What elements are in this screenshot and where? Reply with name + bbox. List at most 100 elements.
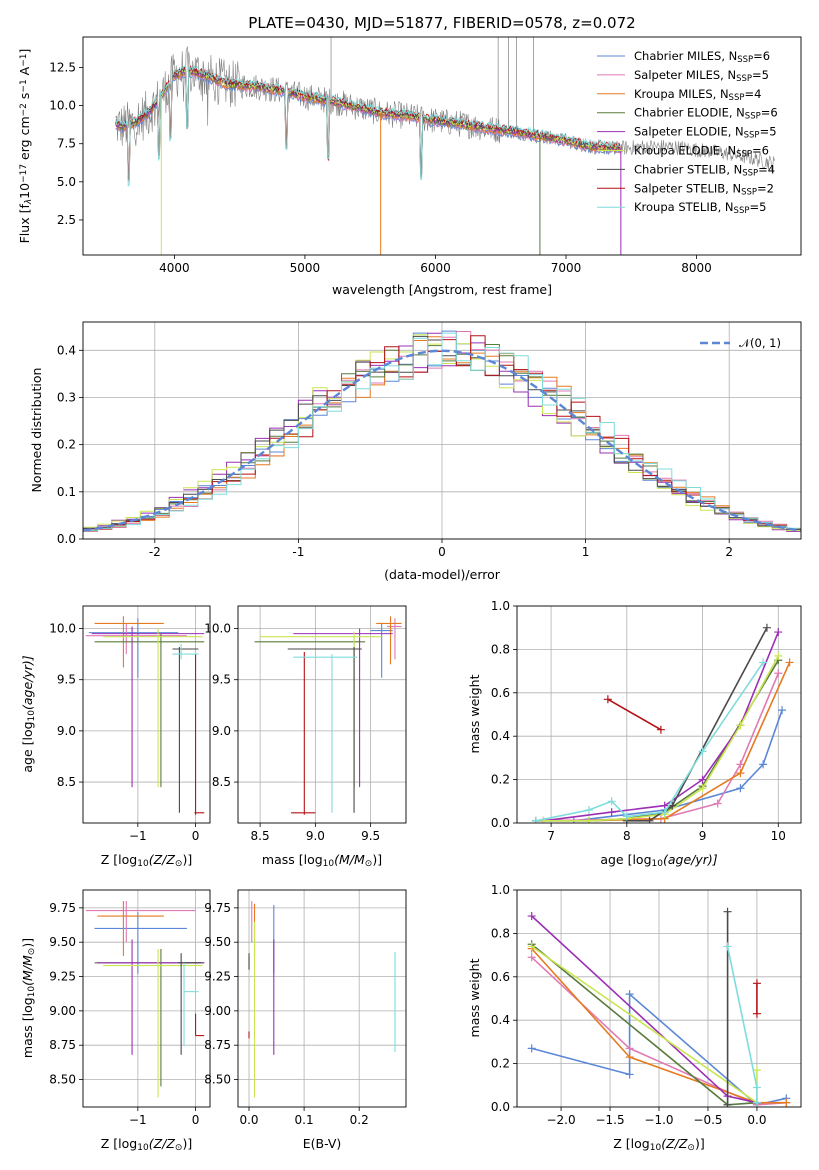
- plot-area: [517, 890, 801, 1107]
- x-tick-label: 0: [192, 829, 200, 843]
- x-tick-label: -1: [292, 545, 304, 559]
- y-axis-label: age [log10(age/yr)]: [20, 655, 37, 772]
- panel-mass-vs-extinction: 0.0 0.1 0.2 8.50 8.75 9.00 9.25 9.50 9.75 E(B-V): [204, 889, 407, 1151]
- y-tick-label: 0.2: [491, 773, 510, 787]
- series-marker-chabrier_miles: [736, 784, 745, 793]
- series-marker-kroupa_miles: [625, 1053, 634, 1062]
- series-marker-salpeter_miles: [774, 669, 783, 678]
- series-marker-kroupa_stelib: [759, 658, 768, 667]
- x-axis-label-part: age [log: [600, 852, 651, 867]
- plot-area: [517, 606, 801, 823]
- series-line-kroupa_stelib: [726, 946, 758, 1103]
- legend-label: Chabrier STELIB, NSSP=4: [634, 162, 775, 178]
- y-tick-label: 8.75: [204, 1038, 231, 1052]
- legend-label-part: SSP: [744, 131, 760, 141]
- x-tick-label: 8: [623, 829, 631, 843]
- series-marker-kroupa_stelib: [531, 816, 540, 823]
- y-axis-label-part: 10: [17, 183, 32, 199]
- y-axis-label-part: ⊙: [27, 948, 37, 956]
- y-tick-label: 0.6: [491, 686, 510, 700]
- legend-label-part: Salpeter STELIB, N: [634, 181, 741, 195]
- x-axis-label: Z [log10(Z/Z⊙)]: [101, 1136, 192, 1153]
- spectrum-model-salpeter_stelib: [115, 65, 621, 182]
- y-tick-label: 8.75: [49, 1038, 76, 1052]
- y-tick-label: 0.4: [491, 1013, 510, 1027]
- y-axis-label-part: −1: [19, 79, 29, 92]
- legend-label-part: SSP: [736, 74, 752, 84]
- x-axis-label-part: (Z/Z: [149, 852, 176, 867]
- x-axis-label: wavelength [Angstrom, rest frame]: [332, 282, 552, 297]
- gaussian-legend-label: 𝒩(0, 1): [739, 336, 781, 350]
- series-marker-kroupa_stelib: [752, 1098, 761, 1107]
- y-tick-label: 9.00: [49, 1004, 76, 1018]
- legend-label-part: Chabrier STELIB, N: [634, 162, 742, 176]
- x-axis-label-part: ⊙: [365, 859, 373, 869]
- legend-label: Salpeter STELIB, NSSP=2: [634, 181, 774, 197]
- y-tick-label: 10.0: [204, 622, 231, 636]
- legend-label-part: =6: [752, 144, 769, 158]
- x-axis-label: Z [log10(Z/Z⊙)]: [101, 852, 192, 869]
- spectrum-model-kroupa_elodie: [115, 67, 621, 178]
- legend-label-part: Chabrier ELODIE, N: [634, 106, 745, 120]
- series-marker-salpeter_miles: [736, 760, 745, 769]
- y-tick-label: 1.0: [491, 883, 510, 897]
- axes-frame: [82, 889, 211, 1108]
- legend-label: Chabrier MILES, NSSP=6: [634, 49, 770, 65]
- x-tick-label: −1: [129, 829, 147, 843]
- y-tick-label: 9.25: [204, 970, 231, 984]
- y-tick-label: 12.5: [49, 60, 76, 74]
- y-axis-label-part: 10: [27, 710, 37, 722]
- y-axis-label: mass weight: [467, 958, 482, 1037]
- x-tick-label: 8.5: [251, 829, 270, 843]
- series-marker-kroupa_stelib: [752, 1083, 761, 1092]
- x-tick-label: 2: [725, 545, 733, 559]
- series-marker-kroupa_miles: [782, 1098, 791, 1107]
- series-line-salpeter_miles: [535, 672, 780, 822]
- x-axis-label-part: (Z/Z: [661, 1136, 688, 1151]
- x-tick-label: −1.5: [595, 1113, 624, 1127]
- spectrum-model-kroupa_stelib: [115, 64, 621, 187]
- chart-title: PLATE=0430, MJD=51877, FIBERID=0578, z=0…: [248, 14, 635, 32]
- x-tick-label: 0: [438, 545, 446, 559]
- series-marker-kroupa_elodie: [584, 816, 593, 823]
- legend-label-part: =5: [752, 68, 769, 82]
- series-marker-kroupa_elodie: [752, 1066, 761, 1075]
- legend-label: Kroupa STELIB, NSSP=5: [634, 200, 766, 216]
- legend-label-part: =4: [744, 87, 761, 101]
- series-line-kroupa_elodie: [543, 655, 780, 822]
- plot-area: [238, 606, 406, 823]
- series-line-chabrier_elodie: [535, 659, 779, 822]
- x-tick-label: 0: [192, 1113, 200, 1127]
- x-axis-label-part: mass [log: [262, 852, 323, 867]
- x-axis-label-part: ⊙: [175, 1143, 183, 1153]
- series-marker-kroupa_elodie: [527, 942, 536, 951]
- x-tick-label: −1: [129, 1113, 147, 1127]
- legend-label: Chabrier ELODIE, NSSP=6: [634, 106, 778, 122]
- legend-label-part: =6: [753, 49, 770, 63]
- y-tick-label: 0.3: [57, 390, 76, 404]
- y-axis-label: mass [log10(M/M⊙)]: [20, 938, 37, 1058]
- series-marker-salpeter_elodie: [607, 808, 616, 817]
- series-marker-kroupa_miles: [785, 658, 794, 667]
- y-axis-label-part: ]: [17, 49, 32, 54]
- y-axis-label: Normed distribution: [29, 368, 44, 493]
- y-tick-label: 9.0: [57, 724, 76, 738]
- y-tick-label: 8.5: [57, 775, 76, 789]
- x-tick-label: −0.5: [693, 1113, 722, 1127]
- series-line-salpeter_stelib: [607, 698, 662, 731]
- x-axis-label-part: (age/yr)]: [663, 852, 718, 867]
- x-axis-label-part: 10: [652, 859, 664, 869]
- series-marker-chabrier_miles: [625, 990, 634, 999]
- x-axis-label-part: 10: [137, 1143, 149, 1153]
- y-axis-label-part: age [log: [20, 721, 35, 772]
- x-axis-label-part: ⊙: [687, 1143, 695, 1153]
- series-line-salpeter_elodie: [543, 631, 780, 822]
- y-tick-label: 0.0: [57, 532, 76, 546]
- x-axis-label-part: (Z/Z: [149, 1136, 176, 1151]
- x-tick-label: −1.0: [644, 1113, 673, 1127]
- series-marker-salpeter_stelib: [752, 979, 761, 988]
- series-marker-salpeter_stelib: [603, 695, 612, 704]
- x-axis-label-part: 10: [137, 859, 149, 869]
